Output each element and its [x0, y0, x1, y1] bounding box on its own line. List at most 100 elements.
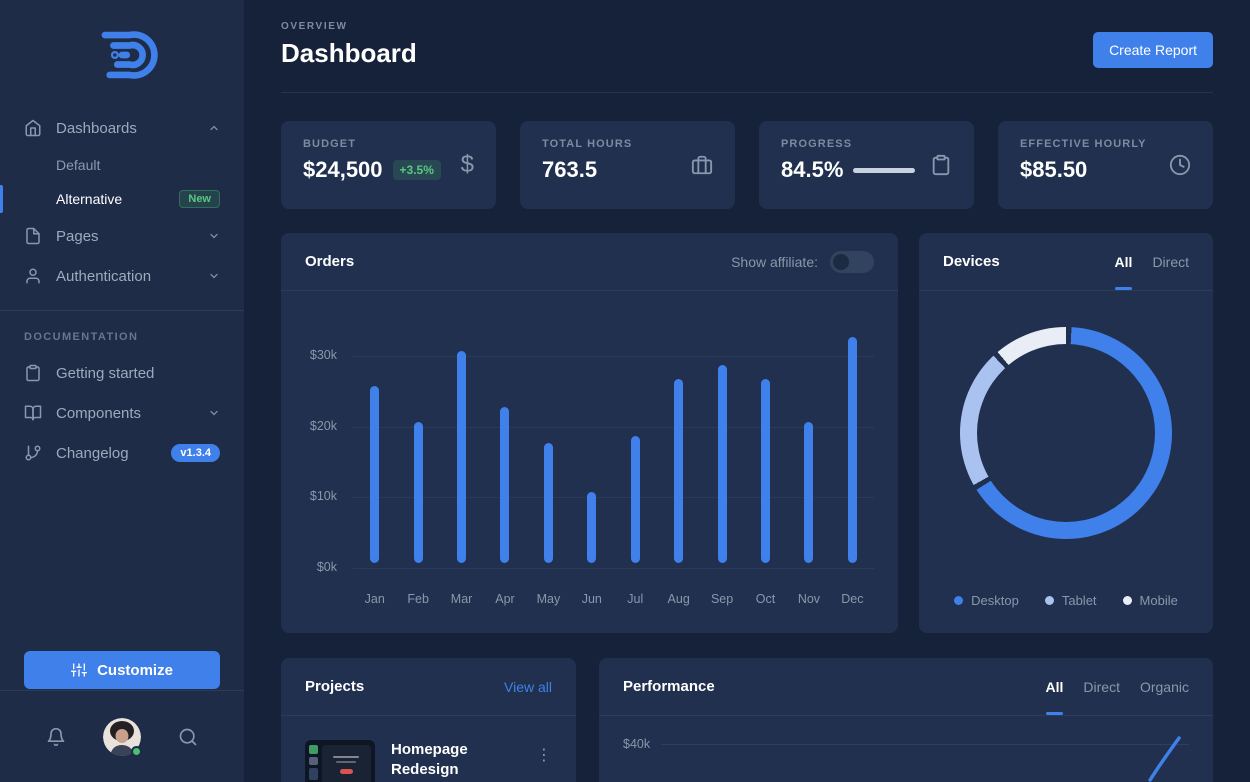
- sidebar-item-dashboards[interactable]: Dashboards: [0, 108, 244, 148]
- order-bar-feb: [413, 422, 423, 563]
- legend-dot: [954, 596, 964, 605]
- performance-y-tick: $40k: [623, 737, 651, 751]
- show-affiliate-toggle[interactable]: [830, 250, 874, 273]
- sidebar-item-pages[interactable]: Pages: [0, 216, 244, 256]
- sidebar-section-label: DOCUMENTATION: [24, 331, 139, 343]
- bar-column: [353, 386, 396, 563]
- devices-donut-chart: Desktop Tablet Mobile: [919, 291, 1213, 632]
- clock-icon: [1169, 138, 1191, 192]
- show-affiliate-label: Show affiliate:: [731, 253, 818, 270]
- user-icon: [24, 267, 42, 285]
- brand-logo-icon: [101, 31, 158, 79]
- order-bar-jul: [630, 436, 640, 563]
- toggle-knob: [833, 253, 849, 270]
- sidebar-item-label: Alternative: [56, 191, 123, 207]
- sidebar-item-authentication[interactable]: Authentication: [0, 256, 244, 296]
- stat-value: 84.5%: [781, 157, 844, 182]
- bar-column: [700, 365, 743, 563]
- home-icon: [24, 119, 42, 137]
- order-bar-sep: [717, 365, 727, 563]
- sidebar-item-getting-started[interactable]: Getting started: [0, 353, 244, 393]
- customize-button-label: Customize: [97, 661, 173, 679]
- page-header: OVERVIEW Dashboard Create Report: [281, 0, 1213, 69]
- bar-column: [744, 379, 787, 563]
- x-axis-tick: Nov: [797, 592, 821, 606]
- order-bar-nov: [804, 422, 814, 563]
- chevron-down-icon: [208, 407, 220, 419]
- bell-icon[interactable]: [46, 727, 66, 747]
- devices-card: Devices All Direct Desktop Tablet Mobile: [919, 233, 1213, 633]
- search-icon[interactable]: [178, 727, 198, 747]
- avatar-image: [102, 717, 141, 756]
- brand-logo[interactable]: [0, 0, 244, 102]
- legend-label: Tablet: [1061, 593, 1097, 608]
- view-all-link[interactable]: View all: [504, 678, 552, 695]
- user-avatar[interactable]: [102, 717, 142, 757]
- y-axis-tick: $20k: [309, 418, 337, 433]
- clipboard-icon: [930, 138, 952, 192]
- legend-item-mobile[interactable]: Mobile: [1122, 593, 1178, 608]
- stat-value: $24,500: [303, 157, 383, 182]
- tab-performance-all[interactable]: All: [1045, 678, 1064, 715]
- chevron-up-icon: [208, 122, 220, 134]
- tab-devices-all[interactable]: All: [1114, 253, 1133, 290]
- bar-column: [614, 436, 657, 563]
- tab-performance-direct[interactable]: Direct: [1083, 678, 1120, 695]
- devices-donut: [960, 327, 1172, 539]
- legend-item-desktop[interactable]: Desktop: [954, 593, 1019, 608]
- legend-label: Desktop: [971, 593, 1019, 608]
- legend-item-tablet[interactable]: Tablet: [1044, 593, 1097, 608]
- sidebar-item-label: Dashboards: [56, 119, 137, 137]
- tab-performance-organic[interactable]: Organic: [1139, 678, 1189, 695]
- x-axis-tick: Oct: [755, 592, 776, 606]
- sidebar-item-components[interactable]: Components: [0, 393, 244, 433]
- sidebar-item-label: Getting started: [56, 364, 155, 382]
- breadcrumb-eyebrow: OVERVIEW: [281, 21, 348, 32]
- list-item-project[interactable]: Homepage Redesign ⋮: [281, 716, 576, 782]
- projects-card: Projects View all Homepage Redesign ⋮: [281, 658, 576, 782]
- bar-column: [396, 422, 439, 563]
- orders-x-axis: Jan Feb Mar Apr May Jun Jul Aug Sep Oct Nov Dec: [353, 592, 874, 606]
- page-title: Dashboard: [281, 38, 417, 68]
- projects-card-title: Projects: [305, 678, 365, 695]
- gridline: [353, 426, 874, 428]
- stats-row: BUDGET $24,500 +3.5% $ TOTAL HOURS 763.5: [281, 121, 1213, 209]
- y-axis-tick: $0k: [316, 560, 337, 575]
- bar-column: [570, 492, 613, 563]
- performance-line-chart: $40k: [599, 716, 1213, 782]
- stat-label: BUDGET: [303, 138, 357, 150]
- order-bar-dec: [847, 337, 857, 563]
- bottom-row: Projects View all Homepage Redesign ⋮: [281, 658, 1213, 782]
- bar-column: [787, 422, 830, 563]
- sidebar: Dashboards Default Alternative New Pages: [0, 0, 244, 782]
- x-axis-tick: Feb: [407, 592, 429, 606]
- progress-bar: [853, 167, 916, 173]
- gridline: [353, 497, 874, 499]
- sidebar-item-default[interactable]: Default: [0, 148, 244, 182]
- create-report-button[interactable]: Create Report: [1093, 32, 1213, 68]
- performance-card-title: Performance: [623, 678, 715, 695]
- customize-button[interactable]: Customize: [24, 651, 220, 689]
- kebab-menu-icon[interactable]: ⋮: [536, 747, 552, 764]
- legend-dot: [1122, 596, 1132, 605]
- y-axis-tick: $30k: [309, 348, 337, 362]
- sidebar-bottom-bar: [0, 690, 244, 782]
- performance-gridline: [661, 744, 1189, 745]
- sidebar-item-changelog[interactable]: Changelog v1.3.4: [0, 433, 244, 473]
- devices-card-title: Devices: [943, 253, 1000, 270]
- header-divider: [281, 92, 1213, 93]
- tab-devices-direct[interactable]: Direct: [1152, 253, 1189, 270]
- project-title: Homepage Redesign: [391, 741, 468, 778]
- orders-bar-plot: [353, 333, 874, 563]
- sidebar-item-alternative[interactable]: Alternative New: [0, 182, 244, 216]
- x-axis-tick: Dec: [841, 592, 864, 606]
- orders-card-title: Orders: [305, 253, 355, 270]
- order-bar-mar: [457, 351, 467, 563]
- legend-dot: [1044, 596, 1054, 605]
- book-open-icon: [24, 404, 42, 422]
- x-axis-tick: Mar: [450, 592, 473, 606]
- sidebar-item-label: Changelog: [56, 444, 129, 462]
- gridline: [353, 356, 874, 357]
- bar-column: [831, 337, 874, 563]
- middle-row: Orders Show affiliate: $30k $20k $10k $0k J…: [281, 233, 1213, 633]
